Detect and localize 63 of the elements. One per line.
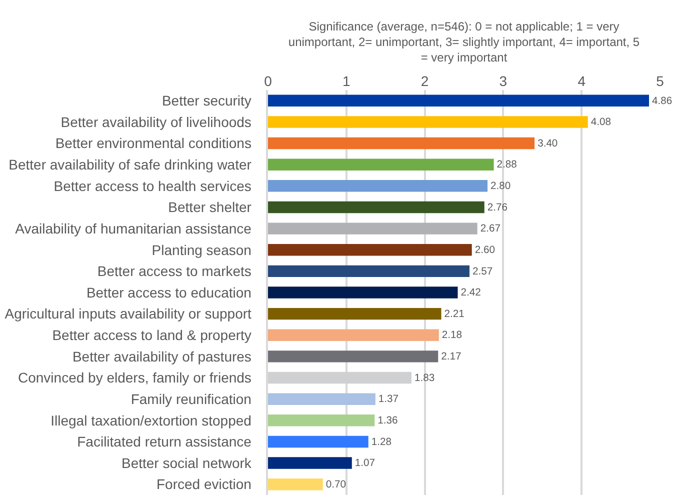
- data-label: 2.80: [490, 181, 511, 192]
- data-label: 2.21: [444, 308, 465, 320]
- bar: [268, 414, 375, 426]
- y-tick-label: Better availability of pastures: [72, 348, 252, 364]
- x-tick-label: 0: [264, 73, 272, 90]
- data-label: 3.40: [538, 138, 558, 150]
- y-tick-label: Better shelter: [168, 199, 252, 216]
- y-tick-label: Better environmental conditions: [55, 135, 252, 152]
- bar: [268, 436, 368, 448]
- bar: [268, 116, 588, 128]
- bar: [268, 265, 470, 278]
- y-tick-label: Better access to education: [86, 284, 252, 300]
- data-label: 2.67: [480, 224, 501, 235]
- bar: [268, 94, 650, 107]
- y-tick-label: Better access to health services: [54, 178, 252, 194]
- y-tick-label: Forced eviction: [156, 476, 252, 492]
- y-tick-label: Availability of humanitarian assistance: [15, 220, 252, 236]
- data-label: 2.60: [474, 244, 496, 256]
- bar: [268, 457, 352, 469]
- data-label: 2.42: [460, 288, 482, 299]
- x-tick-label: 2: [420, 73, 429, 90]
- data-label: 1.37: [378, 394, 399, 406]
- bar: [268, 350, 438, 362]
- data-label: 2.17: [441, 352, 462, 363]
- data-label: 1.28: [371, 436, 392, 448]
- bar: [268, 180, 488, 192]
- data-label: 1.36: [378, 416, 398, 426]
- bar: [268, 222, 478, 234]
- y-tick-label: Facilitated return assistance: [77, 434, 252, 450]
- bar: [268, 158, 494, 170]
- data-label: 1.07: [354, 458, 376, 470]
- y-tick-label: Better security: [162, 92, 252, 109]
- bar: [268, 308, 442, 320]
- bar: [268, 244, 472, 256]
- x-tick-label: 4: [578, 73, 586, 90]
- data-label: 4.08: [590, 117, 612, 128]
- x-axis-title: Significance (average, n=546): 0 = not applicable; 1 = very unimportant, 2= unimportant, 3= slightly important, 4= important, 5 = very important: [288, 19, 640, 64]
- y-tick-label: Better availability of safe drinking water: [8, 156, 252, 173]
- bar: [268, 201, 484, 214]
- bar: [268, 478, 323, 490]
- y-tick-label: Better access to markets: [97, 263, 252, 280]
- bar: [268, 393, 376, 405]
- data-label: 2.18: [442, 330, 462, 342]
- data-label: 2.88: [496, 160, 518, 171]
- bar: [268, 286, 458, 298]
- y-tick-label: Family reunification: [130, 390, 252, 407]
- bar: [268, 137, 535, 150]
- bar: [268, 329, 439, 341]
- y-tick-label: Better social network: [121, 454, 252, 471]
- x-tick-label: 3: [499, 73, 508, 90]
- data-label: 4.86: [652, 96, 672, 107]
- y-tick-label: Illegal taxation/extortion stopped: [50, 412, 252, 428]
- data-label: 2.57: [472, 266, 493, 278]
- y-tick-label: Convinced by elders, family or friends: [18, 370, 252, 386]
- y-tick-label: Agricultural inputs availability or support: [4, 306, 252, 322]
- data-label: 1.83: [414, 372, 435, 384]
- y-tick-label: Better access to land & property: [52, 327, 252, 344]
- y-tick-label: Better availability of livelihoods: [60, 114, 252, 130]
- x-tick-label: 5: [656, 73, 664, 90]
- data-label: 2.76: [487, 202, 508, 214]
- x-tick-label: 1: [342, 73, 350, 90]
- y-tick-label: Planting season: [152, 242, 252, 258]
- data-label: 0.70: [326, 479, 346, 490]
